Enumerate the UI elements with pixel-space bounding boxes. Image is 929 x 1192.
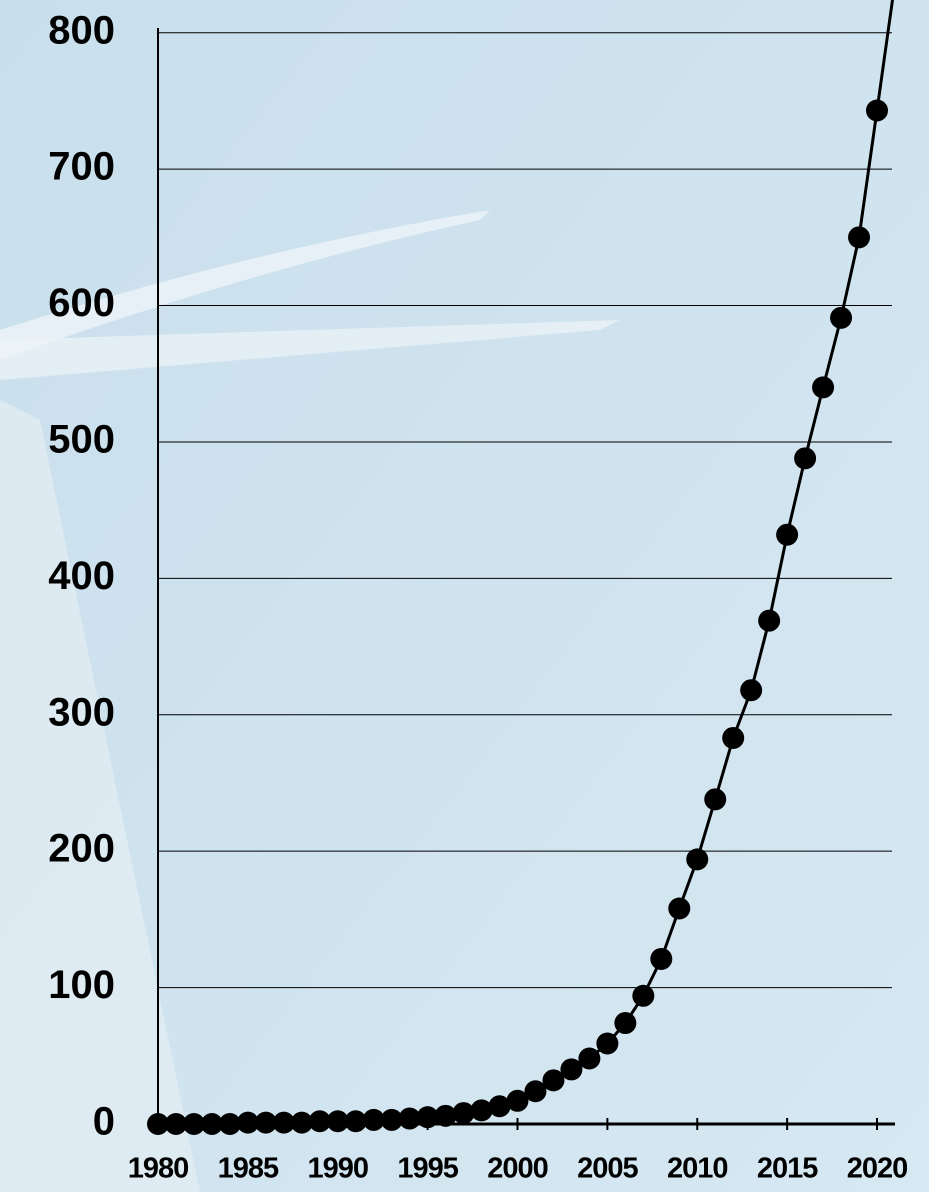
data-point xyxy=(147,1113,169,1135)
data-point xyxy=(308,1110,331,1133)
data-point xyxy=(776,523,799,546)
data-point xyxy=(578,1047,601,1070)
data-point xyxy=(794,447,817,470)
x-tick-label: 1985 xyxy=(218,1153,279,1185)
data-point xyxy=(200,1113,223,1135)
decor xyxy=(0,210,490,360)
x-tick-label: 1980 xyxy=(128,1153,189,1185)
data-point xyxy=(398,1107,421,1130)
x-tick-label: 2015 xyxy=(757,1153,818,1185)
data-point xyxy=(722,726,745,749)
data-point xyxy=(290,1111,313,1134)
data-point xyxy=(704,788,727,811)
y-tick-label: 500 xyxy=(48,418,115,462)
data-point xyxy=(182,1113,205,1135)
y-tick-label: 300 xyxy=(48,690,115,734)
data-point xyxy=(488,1095,511,1118)
data-point xyxy=(470,1099,493,1122)
data-point xyxy=(686,848,709,871)
data-point xyxy=(344,1110,367,1133)
decor xyxy=(0,400,200,1192)
data-point xyxy=(434,1104,457,1127)
decor xyxy=(0,320,620,380)
y-tick-label: 800 xyxy=(48,8,115,52)
data-point xyxy=(524,1080,547,1103)
x-tick-label: 2005 xyxy=(577,1153,638,1185)
data-point xyxy=(416,1106,439,1129)
x-tick-label: 1990 xyxy=(307,1153,368,1185)
y-tick-label: 600 xyxy=(48,281,115,325)
data-point xyxy=(866,99,888,122)
y-tick-label: 400 xyxy=(48,554,115,598)
data-point xyxy=(560,1058,583,1081)
data-point xyxy=(848,226,871,249)
data-point xyxy=(830,306,853,329)
data-point xyxy=(164,1113,187,1135)
data-point xyxy=(254,1111,277,1134)
data-point xyxy=(632,984,655,1007)
x-tick-label: 2020 xyxy=(847,1153,908,1185)
data-point xyxy=(740,679,763,702)
x-tick-label: 2000 xyxy=(487,1153,548,1185)
data-point xyxy=(218,1113,241,1135)
data-point xyxy=(380,1108,403,1131)
data-point xyxy=(758,609,781,632)
data-point xyxy=(452,1102,475,1125)
data-point xyxy=(506,1089,529,1112)
x-tick-label: 1995 xyxy=(397,1153,458,1185)
data-point xyxy=(668,897,691,920)
data-point xyxy=(596,1032,619,1055)
data-point xyxy=(614,1012,637,1035)
y-tick-label: 700 xyxy=(48,145,115,189)
data-point xyxy=(812,376,835,399)
data-point xyxy=(542,1069,565,1092)
y-tick-label: 100 xyxy=(48,963,115,1007)
x-tick-label: 2010 xyxy=(667,1153,728,1185)
data-point xyxy=(272,1111,295,1134)
y-tick-label: 0 xyxy=(93,1100,115,1144)
data-point xyxy=(650,947,673,970)
y-tick-label: 200 xyxy=(48,827,115,871)
data-point xyxy=(326,1110,349,1133)
data-point xyxy=(362,1108,385,1131)
data-point xyxy=(236,1111,259,1134)
